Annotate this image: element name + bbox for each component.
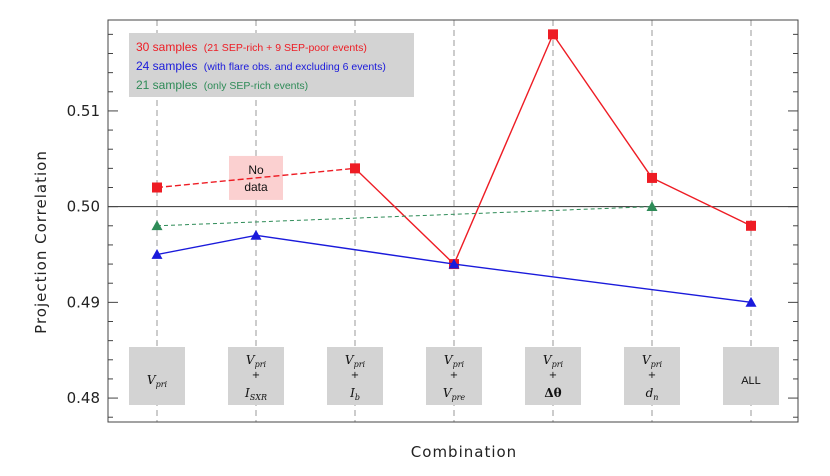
- series-0-point-4: [647, 172, 657, 183]
- term-subscript: SXR: [250, 393, 267, 402]
- category-term: Ib: [349, 386, 360, 402]
- series-0-point-1: [350, 163, 360, 174]
- legend-count-30: 30 samples: [136, 40, 197, 54]
- category-plus: +: [252, 370, 260, 381]
- series-1-segment-1: [255, 234, 455, 265]
- category-term: Vpri: [543, 353, 564, 369]
- category-term: Δθ: [544, 386, 561, 400]
- no-data-text-line1: No: [248, 163, 264, 177]
- term-base: V: [246, 353, 256, 367]
- y-tick-label-2: 0.50: [67, 198, 100, 216]
- category-box-2: [327, 347, 383, 405]
- series-0-segment-3: [552, 33, 653, 179]
- legend-entry-30-samples: 30 samples (21 SEP-rich + 9 SEP-poor eve…: [136, 40, 367, 54]
- series-2-segment-0: [156, 206, 653, 227]
- no-data-text-line2: data: [244, 180, 268, 194]
- term-base: Δθ: [544, 386, 561, 400]
- category-term: Vpri: [246, 353, 267, 369]
- legend-entry-21-samples: 21 samples (only SEP-rich events): [136, 78, 308, 92]
- category-plus: +: [450, 370, 458, 381]
- legend-entry-24-samples: 24 samples (with flare obs. and excludin…: [136, 59, 386, 73]
- series-0-segment-0: [156, 167, 356, 189]
- x-axis-title: Combination: [411, 443, 517, 461]
- series-0-segment-4: [651, 177, 752, 227]
- category-box-1: [228, 347, 284, 405]
- term-base: I: [349, 386, 355, 400]
- legend-detail-24: (with flare obs. and excluding 6 events): [204, 61, 386, 73]
- category-term: Vpri: [642, 353, 663, 369]
- category-all: ALL: [741, 375, 761, 387]
- legend-count-24: 24 samples: [136, 59, 197, 73]
- legend-count-21: 21 samples: [136, 78, 197, 92]
- category-box-5: [624, 347, 680, 405]
- category-label-6: ALL: [723, 347, 779, 405]
- category-box-0: [129, 347, 185, 405]
- term-subscript: pri: [354, 360, 366, 369]
- legend-detail-30: (21 SEP-rich + 9 SEP-poor events): [204, 42, 367, 54]
- series-1-segment-0: [156, 234, 257, 256]
- y-axis-ticks: 0.48 0.49 0.50 0.51: [67, 33, 798, 418]
- category-label-0: Vpri: [129, 347, 185, 405]
- series-2-point-0: [151, 220, 163, 231]
- category-plus: +: [549, 370, 557, 381]
- series-1-segment-2: [453, 263, 752, 304]
- series-1-point-0: [151, 249, 163, 259]
- category-term: dn: [646, 386, 659, 402]
- term-subscript: n: [653, 393, 658, 402]
- series-lines: [151, 29, 757, 307]
- series-1-point-2: [448, 258, 460, 269]
- category-label-4: Vpri+ Δθ: [525, 347, 581, 405]
- term-subscript: pri: [453, 360, 465, 369]
- category-box-4: [525, 347, 581, 405]
- series-2: [151, 201, 658, 231]
- term-base: V: [345, 353, 355, 367]
- term-subscript: pri: [552, 360, 564, 369]
- y-axis-title: Projection Correlation: [32, 150, 50, 334]
- series-1-point-1: [250, 229, 262, 240]
- category-term: Vpre: [443, 386, 466, 402]
- category-box-6: [723, 347, 779, 405]
- category-plus: +: [648, 370, 656, 381]
- plot-frame: [107, 19, 799, 423]
- series-0-point-0: [152, 182, 162, 193]
- legend-detail-21: (only SEP-rich events): [204, 80, 308, 92]
- category-term: Vpri: [444, 353, 465, 369]
- category-box-3: [426, 347, 482, 405]
- series-0-point-3: [548, 29, 558, 40]
- category-label-3: Vpri+ Vpre: [426, 347, 482, 405]
- y-tick-label-0: 0.48: [67, 389, 100, 407]
- term-subscript: pri: [156, 380, 168, 389]
- term-base: V: [443, 386, 453, 400]
- term-subscript: pri: [651, 360, 663, 369]
- category-plus: +: [351, 370, 359, 381]
- category-label-boxes: VpriVpri+ISXRVpri+IbVpri+VpreVpri+ΔθVpri…: [129, 347, 779, 405]
- term-base: V: [543, 353, 553, 367]
- series-1: [151, 229, 757, 307]
- category-term: ISXR: [244, 386, 267, 402]
- term-base: I: [244, 386, 250, 400]
- category-term: Vpri: [147, 373, 168, 389]
- term-subscript: pri: [255, 360, 267, 369]
- series-0-segment-2: [453, 34, 554, 265]
- category-term: Vpri: [345, 353, 366, 369]
- term-base: V: [147, 373, 157, 387]
- term-base: V: [444, 353, 454, 367]
- category-label-5: Vpri+ dn: [624, 347, 680, 405]
- y-tick-label-3: 0.51: [67, 102, 100, 120]
- series-1-point-3: [745, 296, 757, 307]
- category-label-2: Vpri+ Ib: [327, 347, 383, 405]
- series-0-point-5: [746, 220, 756, 231]
- term-subscript: pre: [451, 393, 465, 402]
- legend: 30 samples (21 SEP-rich + 9 SEP-poor eve…: [129, 33, 414, 97]
- category-label-1: Vpri+ISXR: [228, 347, 284, 405]
- term-subscript: b: [355, 393, 360, 402]
- y-tick-label-1: 0.49: [67, 293, 100, 311]
- term-base: d: [646, 386, 654, 400]
- series-2-point-1: [646, 201, 658, 212]
- legend-background: [129, 33, 414, 97]
- term-base: V: [642, 353, 652, 367]
